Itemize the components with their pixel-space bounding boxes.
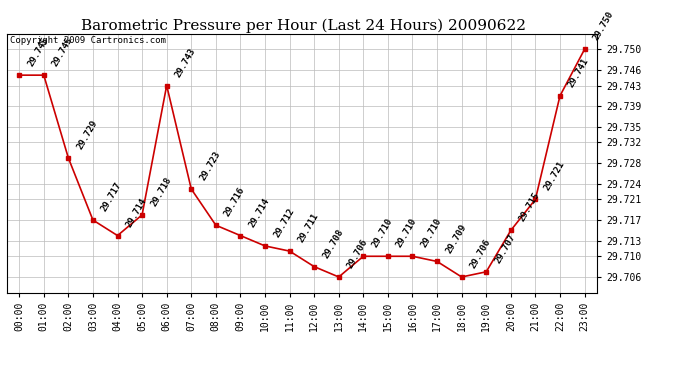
Text: 29.714: 29.714 [124, 196, 148, 229]
Text: 29.715: 29.715 [518, 191, 542, 224]
Text: 29.708: 29.708 [321, 227, 345, 260]
Text: 29.729: 29.729 [75, 118, 99, 151]
Text: 29.712: 29.712 [272, 207, 296, 239]
Text: 29.741: 29.741 [567, 57, 591, 89]
Text: 29.745: 29.745 [26, 36, 50, 68]
Text: 29.709: 29.709 [444, 222, 468, 255]
Text: 29.721: 29.721 [542, 160, 566, 192]
Text: 29.706: 29.706 [346, 238, 370, 270]
Text: 29.718: 29.718 [149, 176, 173, 208]
Text: 29.745: 29.745 [51, 36, 75, 68]
Text: 29.723: 29.723 [198, 150, 222, 182]
Text: 29.717: 29.717 [100, 181, 124, 213]
Text: 29.710: 29.710 [395, 217, 419, 249]
Text: Copyright 2009 Cartronics.com: Copyright 2009 Cartronics.com [10, 36, 166, 45]
Text: 29.714: 29.714 [248, 196, 271, 229]
Text: 29.743: 29.743 [174, 46, 197, 78]
Text: 29.710: 29.710 [420, 217, 444, 249]
Text: 29.710: 29.710 [371, 217, 394, 249]
Text: 29.711: 29.711 [297, 212, 320, 244]
Text: 29.716: 29.716 [223, 186, 247, 218]
Text: 29.706: 29.706 [469, 238, 493, 270]
Text: 29.707: 29.707 [493, 232, 517, 265]
Text: Barometric Pressure per Hour (Last 24 Hours) 20090622: Barometric Pressure per Hour (Last 24 Ho… [81, 19, 526, 33]
Text: 29.750: 29.750 [591, 10, 615, 42]
